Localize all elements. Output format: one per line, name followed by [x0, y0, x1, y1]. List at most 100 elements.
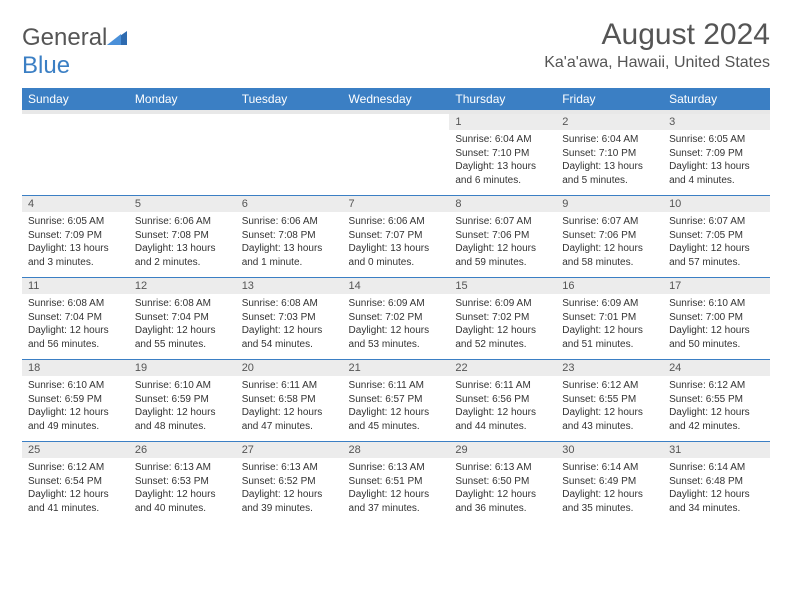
day-info-line: Sunrise: 6:04 AM: [455, 133, 550, 147]
calendar-table: SundayMondayTuesdayWednesdayThursdayFrid…: [22, 88, 770, 523]
day-number: 4: [22, 196, 129, 212]
day-info-line: Sunset: 6:57 PM: [349, 393, 444, 407]
day-info-line: Daylight: 12 hours and 35 minutes.: [562, 488, 657, 515]
day-info-line: Sunrise: 6:13 AM: [349, 461, 444, 475]
day-info-line: Sunrise: 6:12 AM: [562, 379, 657, 393]
day-number: 11: [22, 278, 129, 294]
day-info-line: Daylight: 12 hours and 39 minutes.: [242, 488, 337, 515]
day-info-line: Daylight: 12 hours and 55 minutes.: [135, 324, 230, 351]
day-number: 22: [449, 360, 556, 376]
title-block: August 2024 Ka'a'awa, Hawaii, United Sta…: [544, 18, 770, 72]
month-title: August 2024: [544, 18, 770, 52]
calendar-day-cell: 27Sunrise: 6:13 AMSunset: 6:52 PMDayligh…: [236, 442, 343, 524]
day-info-line: Sunset: 6:55 PM: [562, 393, 657, 407]
day-info-line: Sunset: 6:59 PM: [28, 393, 123, 407]
day-info-line: Daylight: 12 hours and 57 minutes.: [669, 242, 764, 269]
day-content: Sunrise: 6:07 AMSunset: 7:06 PMDaylight:…: [449, 212, 556, 277]
calendar-day-cell: 29Sunrise: 6:13 AMSunset: 6:50 PMDayligh…: [449, 442, 556, 524]
day-info-line: Sunset: 7:03 PM: [242, 311, 337, 325]
weekday-header: Wednesday: [343, 88, 450, 112]
calendar-day-cell: 3Sunrise: 6:05 AMSunset: 7:09 PMDaylight…: [663, 112, 770, 196]
day-number: 21: [343, 360, 450, 376]
day-number: 23: [556, 360, 663, 376]
day-number: 2: [556, 114, 663, 130]
day-info-line: Sunrise: 6:11 AM: [349, 379, 444, 393]
day-info-line: Sunset: 7:01 PM: [562, 311, 657, 325]
day-content: Sunrise: 6:10 AMSunset: 6:59 PMDaylight:…: [129, 376, 236, 441]
day-info-line: Daylight: 12 hours and 47 minutes.: [242, 406, 337, 433]
calendar-day-cell: 12Sunrise: 6:08 AMSunset: 7:04 PMDayligh…: [129, 278, 236, 360]
day-info-line: Sunset: 7:10 PM: [455, 147, 550, 161]
day-info-line: Daylight: 13 hours and 6 minutes.: [455, 160, 550, 187]
day-number: 25: [22, 442, 129, 458]
day-info-line: Sunset: 7:08 PM: [135, 229, 230, 243]
day-info-line: Sunset: 6:52 PM: [242, 475, 337, 489]
day-info-line: Sunrise: 6:09 AM: [455, 297, 550, 311]
day-content: Sunrise: 6:14 AMSunset: 6:49 PMDaylight:…: [556, 458, 663, 523]
day-info-line: Daylight: 12 hours and 49 minutes.: [28, 406, 123, 433]
day-number: [343, 114, 450, 130]
day-info-line: Sunrise: 6:09 AM: [562, 297, 657, 311]
day-info-line: Sunset: 6:51 PM: [349, 475, 444, 489]
day-info-line: Daylight: 13 hours and 0 minutes.: [349, 242, 444, 269]
day-info-line: Daylight: 12 hours and 40 minutes.: [135, 488, 230, 515]
calendar-week-row: 11Sunrise: 6:08 AMSunset: 7:04 PMDayligh…: [22, 278, 770, 360]
day-content: Sunrise: 6:08 AMSunset: 7:03 PMDaylight:…: [236, 294, 343, 359]
day-info-line: Sunset: 6:56 PM: [455, 393, 550, 407]
day-content: Sunrise: 6:08 AMSunset: 7:04 PMDaylight:…: [129, 294, 236, 359]
day-info-line: Sunrise: 6:14 AM: [562, 461, 657, 475]
day-info-line: Sunset: 7:00 PM: [669, 311, 764, 325]
day-info-line: Daylight: 12 hours and 59 minutes.: [455, 242, 550, 269]
calendar-day-cell: 30Sunrise: 6:14 AMSunset: 6:49 PMDayligh…: [556, 442, 663, 524]
day-info-line: Daylight: 12 hours and 50 minutes.: [669, 324, 764, 351]
day-info-line: Sunset: 6:59 PM: [135, 393, 230, 407]
day-number: 29: [449, 442, 556, 458]
day-info-line: Sunrise: 6:10 AM: [28, 379, 123, 393]
day-info-line: Sunset: 7:07 PM: [349, 229, 444, 243]
day-info-line: Sunrise: 6:10 AM: [669, 297, 764, 311]
day-info-line: Sunset: 6:53 PM: [135, 475, 230, 489]
day-info-line: Sunrise: 6:09 AM: [349, 297, 444, 311]
day-number: 7: [343, 196, 450, 212]
day-info-line: Sunset: 7:09 PM: [669, 147, 764, 161]
day-info-line: Daylight: 12 hours and 41 minutes.: [28, 488, 123, 515]
day-info-line: Sunset: 6:50 PM: [455, 475, 550, 489]
day-content: Sunrise: 6:08 AMSunset: 7:04 PMDaylight:…: [22, 294, 129, 359]
day-number: 31: [663, 442, 770, 458]
day-info-line: Sunrise: 6:06 AM: [135, 215, 230, 229]
calendar-day-cell: 19Sunrise: 6:10 AMSunset: 6:59 PMDayligh…: [129, 360, 236, 442]
day-info-line: Daylight: 12 hours and 52 minutes.: [455, 324, 550, 351]
day-info-line: Daylight: 12 hours and 43 minutes.: [562, 406, 657, 433]
day-number: 8: [449, 196, 556, 212]
day-content: Sunrise: 6:04 AMSunset: 7:10 PMDaylight:…: [449, 130, 556, 195]
day-number: 30: [556, 442, 663, 458]
day-content: Sunrise: 6:07 AMSunset: 7:05 PMDaylight:…: [663, 212, 770, 277]
day-content: [129, 130, 236, 190]
day-content: Sunrise: 6:13 AMSunset: 6:52 PMDaylight:…: [236, 458, 343, 523]
day-number: 14: [343, 278, 450, 294]
day-content: [22, 130, 129, 190]
calendar-day-cell: 15 Sunrise: 6:09 AMSunset: 7:02 PMDayligh…: [449, 278, 556, 360]
day-info-line: Sunset: 6:54 PM: [28, 475, 123, 489]
day-info-line: Sunrise: 6:06 AM: [242, 215, 337, 229]
day-info-line: Daylight: 12 hours and 48 minutes.: [135, 406, 230, 433]
day-number: 18: [22, 360, 129, 376]
calendar-day-cell: 10Sunrise: 6:07 AMSunset: 7:05 PMDayligh…: [663, 196, 770, 278]
day-number: 27: [236, 442, 343, 458]
day-info-line: Sunset: 7:05 PM: [669, 229, 764, 243]
header: General Blue August 2024 Ka'a'awa, Hawai…: [22, 18, 770, 80]
calendar-day-cell: 22Sunrise: 6:11 AMSunset: 6:56 PMDayligh…: [449, 360, 556, 442]
day-info-line: Sunrise: 6:13 AM: [135, 461, 230, 475]
day-number: 12: [129, 278, 236, 294]
day-number: 15: [449, 278, 556, 294]
day-info-line: Daylight: 12 hours and 42 minutes.: [669, 406, 764, 433]
logo-word1: General: [22, 24, 107, 51]
day-info-line: Sunset: 6:49 PM: [562, 475, 657, 489]
day-number: 9: [556, 196, 663, 212]
day-content: [343, 130, 450, 190]
calendar-day-cell: 18 Sunrise: 6:10 AMSunset: 6:59 PMDayligh…: [22, 360, 129, 442]
day-number: [129, 114, 236, 130]
day-info-line: Daylight: 12 hours and 54 minutes.: [242, 324, 337, 351]
day-info-line: Sunset: 7:02 PM: [455, 311, 550, 325]
day-content: Sunrise: 6:13 AMSunset: 6:53 PMDaylight:…: [129, 458, 236, 523]
